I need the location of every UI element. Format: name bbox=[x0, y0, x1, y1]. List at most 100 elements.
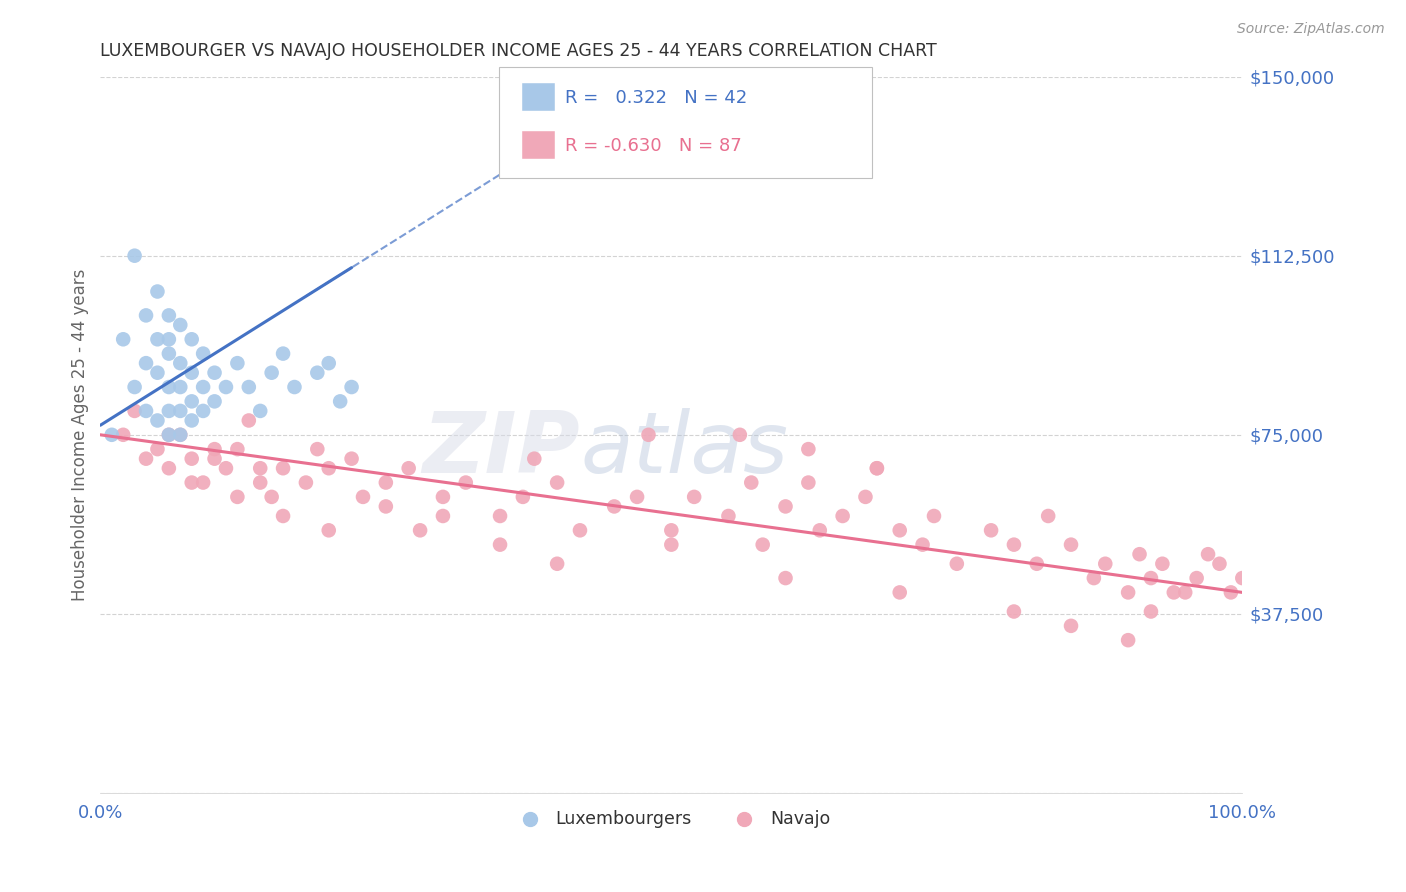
Point bbox=[523, 451, 546, 466]
Point bbox=[204, 442, 226, 457]
Point bbox=[1197, 547, 1219, 561]
Legend: Luxembourgers, Navajo: Luxembourgers, Navajo bbox=[505, 803, 838, 835]
Point bbox=[1163, 585, 1185, 599]
Point bbox=[318, 356, 340, 370]
Text: R =   0.322   N = 42: R = 0.322 N = 42 bbox=[565, 88, 748, 106]
Point bbox=[1232, 571, 1254, 585]
Point bbox=[146, 285, 169, 299]
Point bbox=[124, 404, 146, 418]
Point bbox=[146, 442, 169, 457]
Point bbox=[980, 524, 1002, 538]
Point bbox=[169, 380, 191, 394]
Point bbox=[112, 332, 135, 346]
Point bbox=[135, 451, 157, 466]
Point bbox=[546, 475, 568, 490]
Point bbox=[717, 508, 740, 523]
Point bbox=[283, 380, 305, 394]
Point bbox=[775, 571, 797, 585]
Point bbox=[180, 475, 202, 490]
Point bbox=[271, 461, 294, 475]
Point bbox=[204, 394, 226, 409]
Point bbox=[157, 309, 180, 323]
Point bbox=[180, 451, 202, 466]
Point bbox=[318, 461, 340, 475]
Point bbox=[180, 413, 202, 427]
Point bbox=[352, 490, 374, 504]
Point bbox=[398, 461, 420, 475]
Text: LUXEMBOURGER VS NAVAJO HOUSEHOLDER INCOME AGES 25 - 44 YEARS CORRELATION CHART: LUXEMBOURGER VS NAVAJO HOUSEHOLDER INCOM… bbox=[100, 42, 938, 60]
Point bbox=[124, 249, 146, 263]
Point bbox=[340, 380, 363, 394]
Point bbox=[215, 461, 238, 475]
Y-axis label: Householder Income Ages 25 - 44 years: Householder Income Ages 25 - 44 years bbox=[72, 268, 89, 601]
Point bbox=[1002, 605, 1025, 619]
Point bbox=[191, 475, 214, 490]
Point bbox=[238, 380, 260, 394]
Point bbox=[1038, 508, 1060, 523]
Point bbox=[740, 475, 762, 490]
Point bbox=[180, 332, 202, 346]
Point bbox=[751, 538, 773, 552]
Point bbox=[249, 461, 271, 475]
Point bbox=[454, 475, 477, 490]
Point bbox=[157, 404, 180, 418]
Point bbox=[112, 427, 135, 442]
Point bbox=[626, 490, 648, 504]
Point bbox=[1185, 571, 1208, 585]
Point bbox=[135, 404, 157, 418]
Point bbox=[226, 356, 249, 370]
Point bbox=[340, 451, 363, 466]
Point bbox=[271, 508, 294, 523]
Point bbox=[659, 524, 682, 538]
Point bbox=[432, 508, 454, 523]
Point bbox=[1002, 538, 1025, 552]
Point bbox=[238, 413, 260, 427]
Point bbox=[124, 380, 146, 394]
Point bbox=[271, 346, 294, 360]
Point bbox=[1116, 585, 1139, 599]
Point bbox=[169, 427, 191, 442]
Text: R = -0.630   N = 87: R = -0.630 N = 87 bbox=[565, 136, 742, 155]
Point bbox=[432, 490, 454, 504]
Point bbox=[946, 557, 969, 571]
Point bbox=[797, 475, 820, 490]
Point bbox=[1128, 547, 1150, 561]
Point bbox=[728, 427, 751, 442]
Point bbox=[374, 500, 396, 514]
Point bbox=[797, 442, 820, 457]
Point bbox=[866, 461, 889, 475]
Point bbox=[1094, 557, 1116, 571]
Point bbox=[683, 490, 706, 504]
Point bbox=[226, 490, 249, 504]
Point bbox=[374, 475, 396, 490]
Point bbox=[1060, 538, 1083, 552]
Point bbox=[157, 427, 180, 442]
Point bbox=[911, 538, 934, 552]
Point bbox=[226, 442, 249, 457]
Text: atlas: atlas bbox=[581, 408, 787, 491]
Point bbox=[1140, 605, 1163, 619]
Point bbox=[157, 461, 180, 475]
Point bbox=[180, 394, 202, 409]
Point bbox=[169, 427, 191, 442]
Point bbox=[157, 427, 180, 442]
Point bbox=[295, 475, 318, 490]
Point bbox=[855, 490, 877, 504]
Point bbox=[889, 524, 911, 538]
Point bbox=[204, 366, 226, 380]
Point bbox=[1083, 571, 1105, 585]
Point bbox=[260, 490, 283, 504]
Point bbox=[1152, 557, 1174, 571]
Point bbox=[1025, 557, 1047, 571]
Point bbox=[866, 461, 889, 475]
Point bbox=[659, 538, 682, 552]
Point bbox=[637, 427, 659, 442]
Point bbox=[146, 413, 169, 427]
Point bbox=[603, 500, 626, 514]
Point bbox=[100, 427, 122, 442]
Point bbox=[191, 380, 214, 394]
Point bbox=[157, 346, 180, 360]
Point bbox=[191, 404, 214, 418]
Point bbox=[329, 394, 352, 409]
Point bbox=[889, 585, 911, 599]
